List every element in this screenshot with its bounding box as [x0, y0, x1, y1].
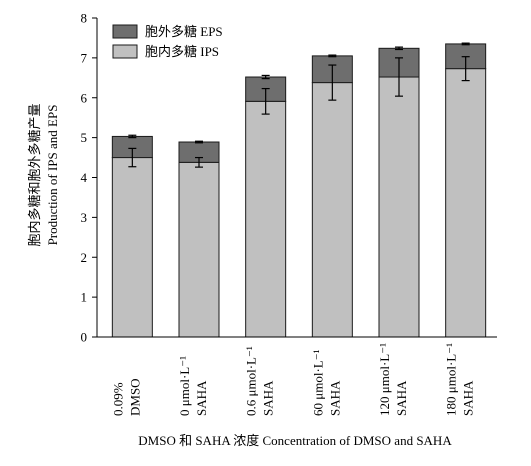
error-bar-eps-3 — [328, 54, 337, 58]
y-tick-label: 3 — [81, 210, 88, 225]
y-tick-label: 7 — [81, 50, 88, 65]
x-category-label-5-line2: SAHA — [461, 380, 476, 416]
legend-swatch-eps — [112, 24, 138, 39]
error-bar-ips-1 — [195, 156, 203, 168]
x-category-label-2-line1: 0.6 μmol·L⁻¹ — [244, 346, 259, 416]
bar-segment-ips-2 — [245, 100, 287, 338]
error-bar-eps-2 — [261, 74, 270, 80]
bar-segment-ips-3 — [311, 82, 353, 338]
legend-label-ips: 胞内多糖 IPS — [145, 44, 219, 59]
bars-layer — [111, 43, 487, 338]
legend-label-eps: 胞外多糖 EPS — [145, 24, 223, 39]
x-category-labels-layer: 0.09% DMSO 0 μmol·L⁻¹ SAHA 0.6 μmol·L⁻¹ SAHA 6… — [110, 343, 475, 416]
error-bar-eps-4 — [395, 46, 403, 51]
x-category-label-5-line1: 180 μmol·L⁻¹ — [444, 343, 459, 416]
error-bar-ips-3 — [328, 64, 337, 101]
error-bar-ips-2 — [261, 87, 270, 115]
error-bar-ips-4 — [395, 57, 403, 97]
y-tick-label: 6 — [81, 90, 88, 105]
error-bars-layer — [128, 42, 470, 168]
error-bar-eps-1 — [195, 140, 203, 144]
y-ticks-layer: 0 1 2 3 4 5 6 7 8 — [81, 11, 97, 345]
bar-segment-ips-0 — [111, 157, 153, 338]
y-axis-title-en: Production of IPS and EPS — [45, 105, 60, 246]
y-tick-label: 4 — [81, 170, 88, 185]
x-axis-title: DMSO 和 SAHA 浓度 Concentration of DMSO and… — [138, 433, 452, 448]
y-tick-label: 5 — [81, 130, 88, 145]
axes-layer — [96, 18, 497, 338]
legend: 胞外多糖 EPS 胞内多糖 IPS — [112, 24, 223, 59]
error-bar-eps-5 — [461, 42, 470, 46]
y-tick-label: 0 — [81, 330, 88, 345]
bar-segment-ips-5 — [445, 68, 487, 338]
legend-swatch-ips — [112, 44, 138, 59]
x-category-label-0-line1: 0.09% — [110, 382, 125, 416]
y-tick-label: 8 — [81, 11, 88, 26]
x-category-label-4-line2: SAHA — [394, 380, 409, 416]
y-axis-title-cn: 胞内多糖和胞外多糖产量 — [27, 103, 42, 246]
bar-segment-ips-4 — [378, 76, 420, 338]
x-category-label-1-line2: SAHA — [194, 380, 209, 416]
error-bar-ips-0 — [128, 147, 137, 168]
y-tick-label: 2 — [81, 250, 88, 265]
x-category-label-4-line1: 120 μmol·L⁻¹ — [377, 343, 392, 416]
x-category-label-1-line1: 0 μmol·L⁻¹ — [177, 356, 192, 416]
error-bar-ips-5 — [461, 56, 470, 82]
bar-segment-ips-1 — [178, 161, 220, 338]
error-bar-eps-0 — [128, 134, 137, 139]
x-category-label-3-line2: SAHA — [327, 380, 342, 416]
x-category-label-2-line2: SAHA — [261, 380, 276, 416]
x-category-label-0-line2: DMSO — [127, 378, 142, 416]
x-category-label-3-line1: 60 μmol·L⁻¹ — [310, 349, 325, 416]
y-tick-label: 1 — [81, 290, 88, 305]
